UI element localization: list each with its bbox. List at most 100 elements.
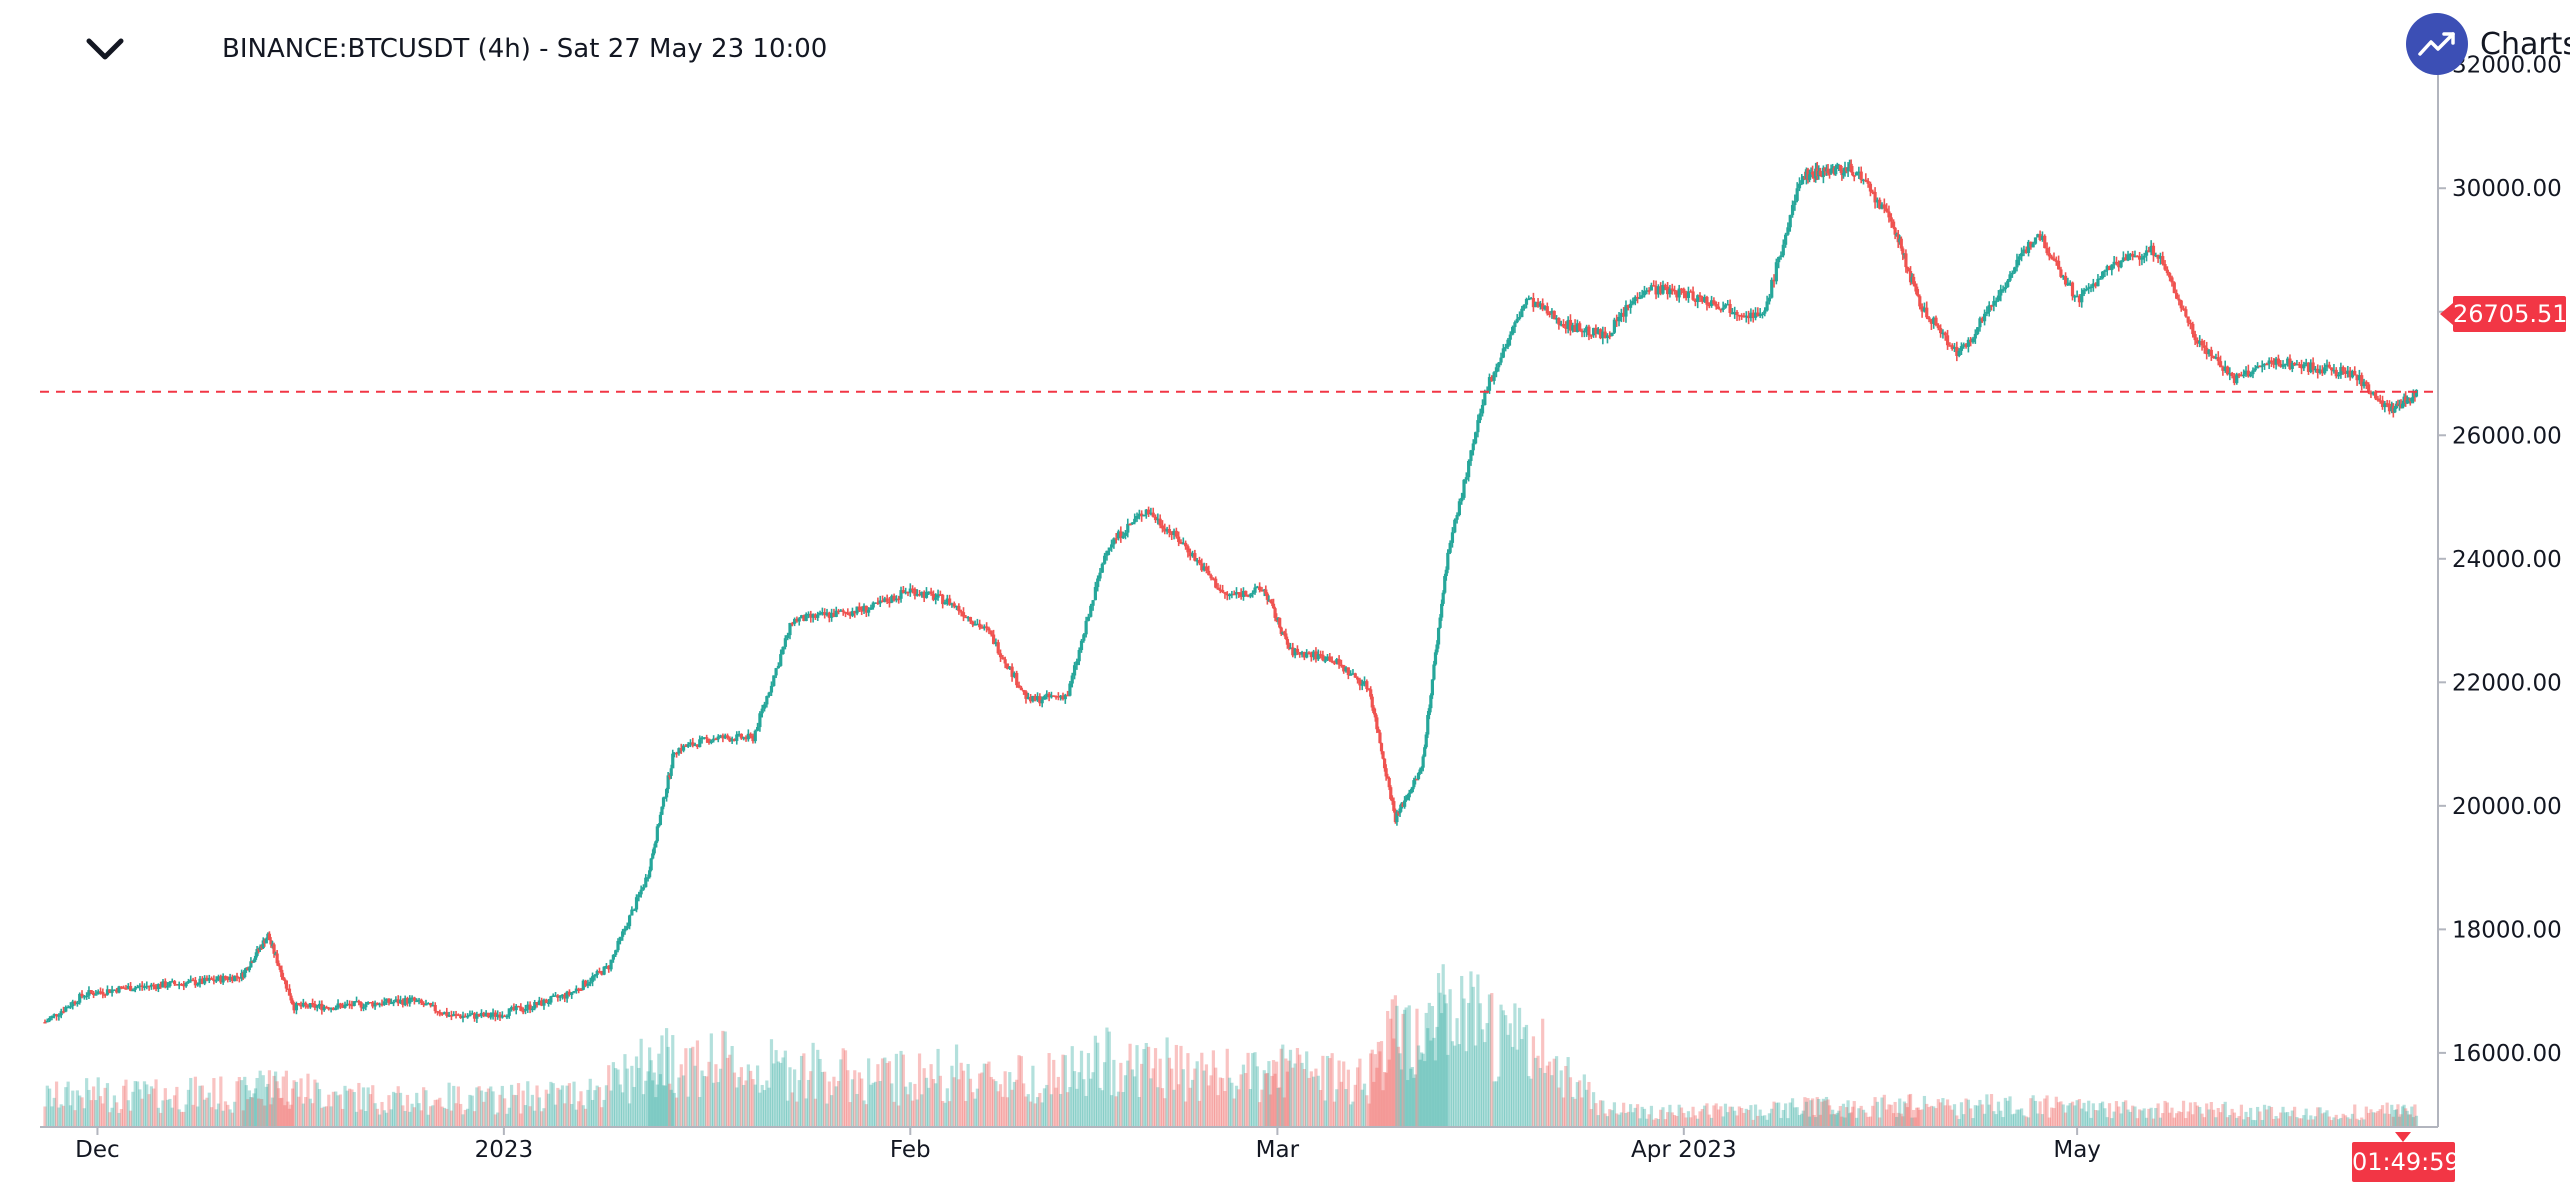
- volume-bar: [2325, 1110, 2329, 1127]
- volume-bar: [804, 1098, 808, 1127]
- time-axis[interactable]: Dec 2023 Feb Mar Apr 2023 May: [75, 1127, 2101, 1163]
- candle-body: [657, 824, 661, 827]
- volume-bar: [1404, 1007, 1408, 1127]
- volume-bar: [802, 1053, 806, 1127]
- volume-bar: [563, 1103, 567, 1127]
- volume-bar: [1424, 1012, 1428, 1127]
- candle-body: [2168, 273, 2172, 278]
- candle-body: [45, 1020, 49, 1023]
- volume-bar: [235, 1081, 239, 1127]
- volume-bar: [2339, 1117, 2343, 1127]
- candle-body: [1744, 315, 1748, 318]
- candle-body: [1360, 684, 1364, 686]
- candle-body: [1284, 633, 1288, 640]
- volume-bar: [2394, 1109, 2399, 1127]
- candle-body: [1163, 528, 1167, 532]
- volume-bar: [1971, 1118, 1975, 1127]
- volume-bar: [1389, 1018, 1393, 1127]
- candle-body: [424, 1003, 428, 1006]
- candle-body: [445, 1012, 449, 1016]
- candle-body: [1031, 695, 1035, 702]
- volume-bar: [793, 1069, 797, 1127]
- candle-body: [52, 1014, 56, 1016]
- volume-bar: [507, 1107, 511, 1127]
- candle-body: [1497, 362, 1501, 368]
- volume-bar: [415, 1092, 419, 1127]
- volume-bar: [1295, 1047, 1300, 1127]
- volume-bar: [730, 1046, 734, 1127]
- candle-body: [1554, 318, 1559, 320]
- candle-body: [375, 1002, 379, 1005]
- volume-bar: [244, 1085, 248, 1127]
- candle-body: [2006, 280, 2010, 288]
- candle-body: [1950, 345, 1954, 349]
- candle-body: [523, 1008, 528, 1011]
- candle-body: [1605, 335, 1610, 339]
- volume-bar: [1868, 1116, 1873, 1127]
- volume-bar: [526, 1081, 530, 1127]
- candle-body: [560, 994, 565, 997]
- volume-bar: [270, 1097, 275, 1127]
- candle-body: [1316, 654, 1320, 660]
- volume-bar: [2073, 1105, 2077, 1127]
- candle-body: [1119, 531, 1123, 538]
- candle-body: [2193, 334, 2197, 341]
- price-axis[interactable]: 16000.0018000.0020000.0022000.0024000.00…: [2438, 53, 2562, 1067]
- volume-bar: [873, 1081, 878, 1127]
- volume-bar: [2228, 1115, 2232, 1127]
- candle-body: [2353, 370, 2357, 376]
- volume-bar: [1367, 1103, 1371, 1127]
- volume-bar: [1398, 1053, 1402, 1127]
- volume-bar: [911, 1100, 915, 1127]
- volume-bar: [2133, 1106, 2137, 1127]
- candle-body: [1829, 168, 1833, 174]
- candle-body: [1412, 780, 1416, 788]
- charts-logo[interactable]: Charts p: [2406, 6, 2570, 82]
- candle-body: [652, 847, 656, 854]
- candle-body: [1992, 301, 1996, 306]
- volume-bar: [2144, 1117, 2149, 1127]
- volume-bar: [438, 1097, 442, 1127]
- volume-bar: [2043, 1098, 2047, 1127]
- candle-body: [1922, 307, 1927, 312]
- volume-bar: [931, 1079, 936, 1127]
- candle-body: [1751, 312, 1755, 318]
- candle-body: [2325, 364, 2329, 368]
- candle-body: [1063, 694, 1067, 700]
- candle-body: [1645, 290, 1649, 292]
- volume-bar: [479, 1090, 484, 1127]
- candle-body: [2249, 374, 2253, 377]
- volume-bar: [890, 1083, 894, 1127]
- candle-body: [2265, 363, 2269, 366]
- volume-bar: [2017, 1109, 2021, 1127]
- candle-body: [1578, 323, 1582, 331]
- volume-bar: [2066, 1105, 2070, 1127]
- volume-bar: [1838, 1106, 1842, 1127]
- volume-bar: [2327, 1116, 2331, 1127]
- candle-body: [2022, 249, 2026, 254]
- volume-bar: [943, 1102, 947, 1127]
- candle-body: [1615, 319, 1619, 322]
- volume-bar: [343, 1085, 347, 1127]
- volume-bar: [2258, 1111, 2262, 1127]
- volume-bar: [1515, 1049, 1519, 1127]
- volume-bar: [82, 1108, 86, 1127]
- candle-body: [2283, 363, 2287, 366]
- volume-bar: [1197, 1100, 1202, 1127]
- candle-body: [1415, 778, 1419, 781]
- volume-bar: [503, 1098, 507, 1127]
- candle-body: [920, 591, 924, 596]
- volume-bar: [1444, 1003, 1448, 1127]
- volume-bar: [1448, 989, 1452, 1127]
- candle-body: [452, 1014, 456, 1017]
- volume-bar: [75, 1090, 79, 1127]
- volume-bar: [2330, 1120, 2334, 1127]
- volume-bar: [876, 1064, 880, 1127]
- volume-bar: [1829, 1114, 1833, 1127]
- volume-bar: [1483, 1042, 1487, 1127]
- candle-body: [700, 737, 704, 740]
- candle-body: [2306, 362, 2311, 372]
- collapse-button[interactable]: [80, 28, 130, 72]
